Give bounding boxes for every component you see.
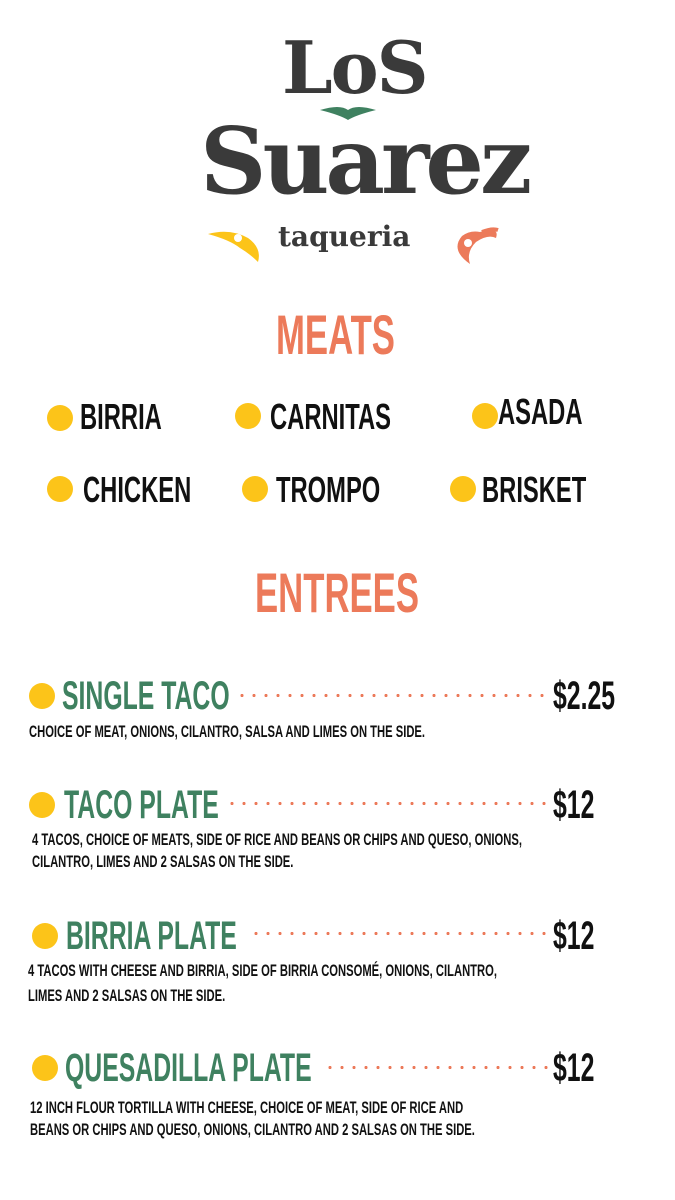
meat-item: CHICKEN bbox=[83, 469, 192, 510]
bullet-icon bbox=[29, 792, 55, 818]
meat-item: ASADA bbox=[498, 391, 583, 432]
entree-desc: 4 TACOS WITH CHEESE AND BIRRIA, SIDE OF … bbox=[28, 961, 497, 980]
logo-los: LoS bbox=[282, 25, 429, 110]
meat-item: CARNITAS bbox=[270, 396, 391, 437]
bullet-icon bbox=[235, 403, 261, 429]
entree-desc: CILANTRO, LIMES AND 2 SALSAS ON THE SIDE… bbox=[32, 852, 294, 871]
bullet-icon bbox=[29, 683, 55, 709]
entree-desc: 12 INCH FLOUR TORTILLA WITH CHEESE, CHOI… bbox=[30, 1098, 464, 1117]
meats-heading: MEATS bbox=[276, 303, 395, 366]
logo-suarez: Suarez bbox=[200, 107, 532, 215]
dotted-leader bbox=[250, 932, 548, 935]
entree-desc: LIMES AND 2 SALSAS ON THE SIDE. bbox=[28, 986, 226, 1005]
entree-name: QUESADILLA PLATE bbox=[65, 1046, 312, 1090]
bullet-icon bbox=[242, 476, 268, 502]
entree-desc: CHOICE OF MEAT, ONIONS, CILANTRO, SALSA … bbox=[29, 722, 426, 741]
logo bbox=[200, 38, 550, 268]
entree-price: $12 bbox=[553, 1046, 595, 1090]
bullet-icon bbox=[450, 476, 476, 502]
meat-item: BIRRIA bbox=[80, 396, 162, 437]
logo-tagline: taqueria bbox=[278, 220, 411, 253]
entree-price: $12 bbox=[553, 914, 595, 958]
bullet-icon bbox=[472, 403, 498, 429]
bullet-icon bbox=[32, 923, 58, 949]
entree-price: $2.25 bbox=[553, 674, 616, 718]
entree-price: $12 bbox=[553, 783, 595, 827]
entree-name: SINGLE TACO bbox=[62, 674, 230, 718]
dotted-leader bbox=[236, 694, 552, 697]
entree-name: TACO PLATE bbox=[64, 783, 219, 827]
meat-item: BRISKET bbox=[482, 469, 587, 510]
bullet-icon bbox=[47, 476, 73, 502]
bullet-icon bbox=[47, 405, 73, 431]
dotted-leader bbox=[324, 1066, 550, 1069]
logo-ornaments-icon bbox=[208, 107, 499, 264]
bullet-icon bbox=[32, 1055, 58, 1081]
entree-desc: BEANS OR CHIPS AND QUESO, ONIONS, CILANT… bbox=[30, 1120, 475, 1139]
meat-item: TROMPO bbox=[276, 469, 381, 510]
dotted-leader bbox=[226, 802, 548, 805]
entrees-heading: ENTREES bbox=[255, 561, 419, 624]
entree-name: BIRRIA PLATE bbox=[66, 914, 237, 958]
entree-desc: 4 TACOS, CHOICE OF MEATS, SIDE OF RICE A… bbox=[32, 830, 522, 849]
